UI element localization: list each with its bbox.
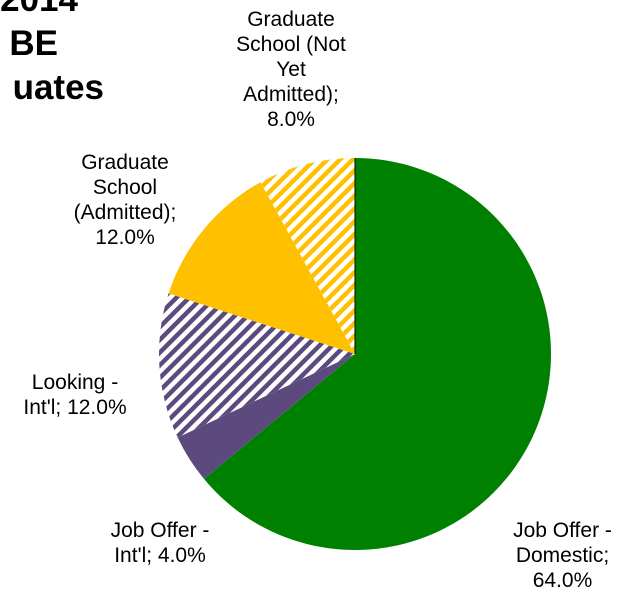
slice-label-grad-not-yet-admitted: Graduate School (Not Yet Admitted); 8.0% — [221, 7, 361, 132]
slice-label-line: Job Offer - — [495, 518, 630, 543]
pie-slices — [159, 158, 551, 550]
slice-label-line: 8.0% — [221, 107, 361, 132]
slice-label-line: Domestic; — [495, 543, 630, 568]
slice-label-line: Job Offer - — [90, 518, 230, 543]
slice-label-line: Int'l; 12.0% — [5, 395, 145, 420]
slice-label-line: 12.0% — [55, 225, 195, 250]
slice-label-line: School — [55, 175, 195, 200]
slice-label-job-offer-domestic: Job Offer - Domestic; 64.0% — [495, 518, 630, 593]
slice-label-line: 64.0% — [495, 568, 630, 593]
slice-label-job-offer-intl: Job Offer - Int'l; 4.0% — [90, 518, 230, 568]
slice-label-grad-admitted: Graduate School (Admitted); 12.0% — [55, 150, 195, 250]
slice-label-line: Admitted); — [221, 82, 361, 107]
slice-label-looking-intl: Looking - Int'l; 12.0% — [5, 370, 145, 420]
slice-label-line: (Admitted); — [55, 200, 195, 225]
slice-label-line: School (Not — [221, 32, 361, 57]
slice-label-line: Looking - — [5, 370, 145, 395]
slice-label-line: Int'l; 4.0% — [90, 543, 230, 568]
slice-label-line: Graduate — [55, 150, 195, 175]
slice-label-line: Graduate — [221, 7, 361, 32]
slice-label-line: Yet — [221, 57, 361, 82]
